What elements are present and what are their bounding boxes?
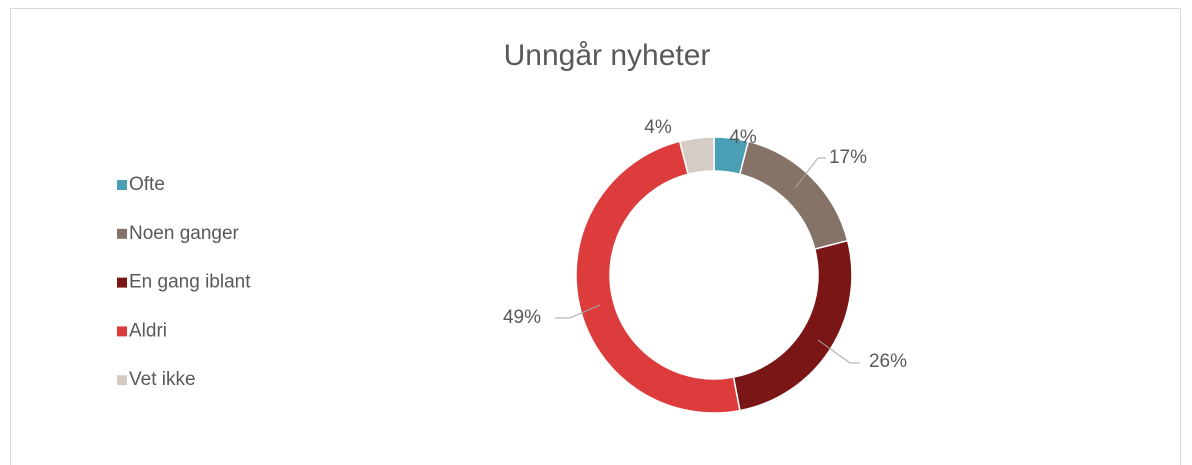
legend-swatch [117,326,127,337]
legend-label: Aldri [129,320,167,341]
leader-line [794,157,826,189]
data-label: 4% [729,127,757,148]
donut-slice [575,140,741,414]
legend-swatch [117,277,127,288]
legend-label: En gang iblant [129,272,251,293]
legend-label: Vet ikke [129,369,196,390]
legend-label: Noen ganger [129,223,240,244]
legend-label: Ofte [129,174,165,195]
leader-line [555,304,601,319]
legend-swatch [117,375,127,386]
legend-swatch [117,180,127,190]
data-label: 49% [503,307,541,328]
data-label: 26% [869,351,907,372]
data-label: 17% [829,147,867,168]
leader-line [817,339,860,364]
data-label: 4% [644,117,672,138]
legend-swatch [117,228,127,239]
donut-slice [678,136,715,176]
chart-title: Unngår nyheter [504,39,711,72]
